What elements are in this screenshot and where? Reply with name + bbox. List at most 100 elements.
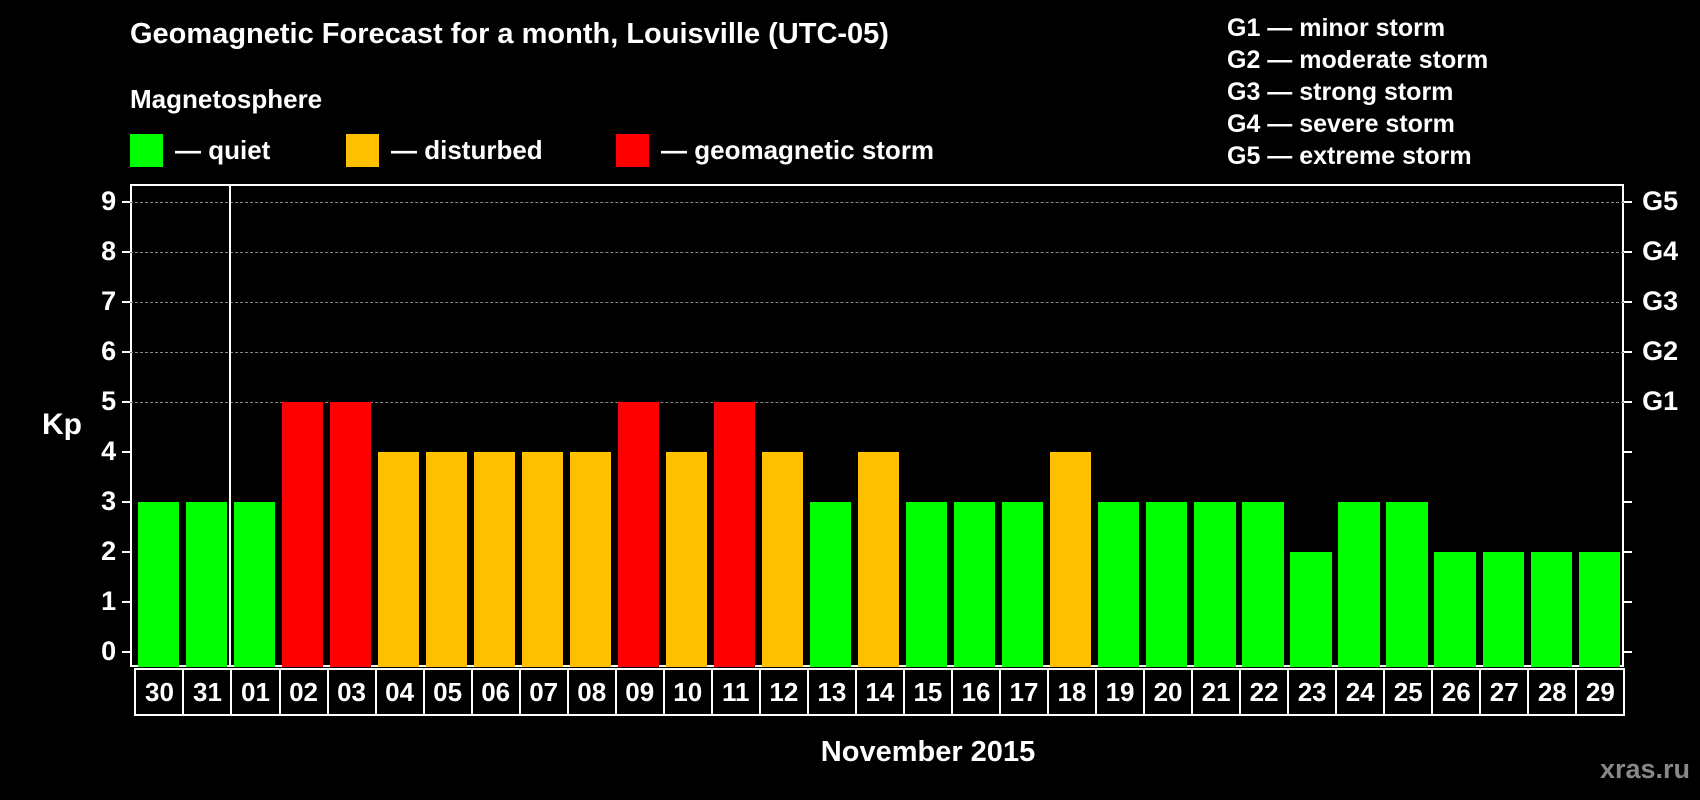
- storm-swatch: [616, 133, 649, 167]
- date-label: 21: [1191, 668, 1242, 716]
- kp-bar: [185, 501, 227, 667]
- legend-disturbed-label: — disturbed: [391, 134, 543, 165]
- y-tick-label: 2: [101, 535, 117, 566]
- kp-bar: [1386, 501, 1428, 667]
- date-label: 16: [950, 668, 1001, 716]
- y-tick-label: 6: [101, 335, 117, 366]
- y-tick-label: 8: [101, 235, 117, 266]
- kp-bar: [1530, 551, 1572, 667]
- legend-quiet: — quiet: [130, 133, 270, 167]
- y-tick-right: [1624, 300, 1633, 303]
- date-label: 02: [278, 668, 329, 716]
- date-label: 29: [1575, 668, 1626, 716]
- date-label: 23: [1287, 668, 1338, 716]
- kp-bar: [521, 451, 564, 667]
- y-tick-label: 5: [101, 385, 117, 416]
- legend-heading: Magnetosphere: [130, 84, 323, 114]
- date-label: 28: [1527, 668, 1578, 716]
- date-label: 20: [1143, 668, 1194, 716]
- kp-bar: [906, 501, 948, 667]
- storm-scale-g4: G4 — severe storm: [1227, 110, 1455, 138]
- y-tick-right: [1624, 600, 1633, 603]
- kp-bar: [1050, 451, 1092, 667]
- kp-bar: [1098, 501, 1140, 667]
- y-tick-left: [122, 350, 131, 353]
- g-scale-label: G5: [1642, 185, 1679, 216]
- y-axis-label: Kp: [42, 408, 82, 441]
- date-label: 10: [662, 668, 713, 716]
- y-tick-right: [1624, 500, 1633, 503]
- kp-bar: [1002, 501, 1044, 667]
- disturbed-swatch: [346, 133, 379, 167]
- date-label: 14: [854, 668, 905, 716]
- date-label: 18: [1046, 668, 1097, 716]
- chart-title: Geomagnetic Forecast for a month, Louisv…: [130, 18, 889, 50]
- month-separator: [229, 184, 232, 666]
- y-tick-right: [1624, 650, 1633, 653]
- date-label: 11: [710, 668, 761, 716]
- storm-scale-g1: G1 — minor storm: [1227, 14, 1446, 42]
- g-scale-label: G1: [1642, 385, 1679, 416]
- date-label: 12: [758, 668, 809, 716]
- kp-bar: [1146, 501, 1188, 667]
- date-label: 27: [1479, 668, 1530, 716]
- legend-disturbed: — disturbed: [346, 133, 543, 167]
- date-label: 15: [902, 668, 953, 716]
- date-label: 04: [374, 668, 425, 716]
- y-tick-left: [122, 550, 131, 553]
- date-label: 24: [1335, 668, 1386, 716]
- kp-bar: [810, 501, 852, 667]
- kp-bar: [714, 401, 756, 667]
- kp-bar: [617, 401, 660, 667]
- storm-scale-list: G1 — minor storm G2 — moderate storm G3 …: [1227, 12, 1488, 172]
- date-label: 17: [998, 668, 1049, 716]
- date-label: 09: [614, 668, 665, 716]
- kp-bar: [954, 501, 996, 667]
- y-tick-right: [1624, 250, 1633, 253]
- y-tick-label: 1: [101, 585, 117, 616]
- legend-quiet-label: — quiet: [175, 134, 271, 165]
- y-tick-label: 0: [101, 635, 117, 666]
- legend-storm: — geomagnetic storm: [616, 133, 934, 167]
- kp-bar: [762, 451, 804, 667]
- kp-bar: [1242, 501, 1284, 667]
- y-tick-left: [122, 300, 131, 303]
- storm-scale-g2: G2 — moderate storm: [1227, 46, 1489, 74]
- kp-bar: [666, 451, 708, 667]
- kp-bar: [1290, 551, 1332, 667]
- storm-scale-g3: G3 — strong storm: [1227, 78, 1454, 106]
- gridline: [130, 351, 1625, 353]
- kp-bar: [425, 451, 468, 667]
- date-label: 13: [806, 668, 857, 716]
- date-label: 05: [422, 668, 473, 716]
- y-tick-left: [122, 500, 131, 503]
- gridline: [130, 251, 1625, 253]
- date-label: 03: [326, 668, 377, 716]
- kp-bar: [473, 451, 516, 667]
- y-tick-left: [122, 200, 131, 203]
- y-tick-left: [122, 250, 131, 253]
- quiet-swatch: [130, 133, 163, 167]
- g-scale-label: G2: [1642, 335, 1679, 366]
- kp-bar: [1338, 501, 1380, 667]
- y-tick-left: [122, 400, 131, 403]
- date-label: 22: [1239, 668, 1290, 716]
- date-label: 19: [1095, 668, 1146, 716]
- date-label: 30: [134, 668, 185, 716]
- kp-bar: [569, 451, 612, 667]
- kp-bar: [858, 451, 900, 667]
- kp-bar: [377, 451, 420, 667]
- y-tick-left: [122, 450, 131, 453]
- y-tick-label: 3: [101, 485, 117, 516]
- y-tick-label: 7: [101, 285, 117, 316]
- g-scale-label: G3: [1642, 285, 1679, 316]
- watermark: xras.ru: [1599, 754, 1690, 784]
- date-label: 01: [230, 668, 281, 716]
- y-tick-left: [122, 650, 131, 653]
- gridline: [130, 401, 1625, 403]
- kp-bar: [137, 501, 179, 667]
- y-tick-label: 9: [101, 185, 117, 216]
- x-axis-label: November 2015: [820, 736, 1036, 768]
- date-label: 08: [566, 668, 617, 716]
- y-tick-label: 4: [101, 435, 117, 466]
